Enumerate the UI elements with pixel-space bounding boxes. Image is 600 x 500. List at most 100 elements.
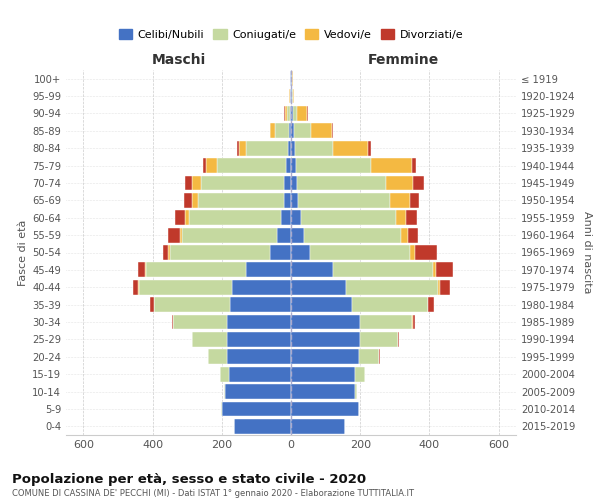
Bar — [163, 245, 168, 260]
Bar — [229, 367, 291, 382]
Bar — [184, 193, 193, 208]
Bar — [396, 210, 406, 225]
Bar — [146, 262, 246, 278]
Bar — [355, 367, 365, 382]
Bar — [291, 210, 301, 225]
Bar — [232, 280, 291, 294]
Bar — [292, 72, 293, 86]
Bar — [189, 210, 281, 225]
Bar — [291, 106, 293, 121]
Bar — [368, 141, 371, 156]
Bar — [170, 245, 270, 260]
Bar — [301, 210, 396, 225]
Bar — [269, 124, 270, 138]
Bar — [415, 245, 437, 260]
Bar — [346, 280, 438, 294]
Bar — [428, 298, 434, 312]
Bar — [408, 228, 418, 242]
Bar — [284, 176, 291, 190]
Bar — [359, 350, 379, 364]
Bar — [298, 193, 389, 208]
Bar — [406, 210, 416, 225]
Bar — [172, 314, 173, 330]
Bar — [284, 193, 291, 208]
Bar — [225, 384, 291, 399]
Bar — [386, 176, 413, 190]
Bar — [332, 262, 433, 278]
Bar — [270, 245, 291, 260]
Bar — [220, 367, 229, 382]
Bar — [197, 193, 284, 208]
Bar — [175, 210, 185, 225]
Bar — [139, 280, 232, 294]
Bar — [227, 332, 291, 347]
Bar — [206, 158, 217, 173]
Bar — [222, 402, 291, 416]
Bar — [227, 350, 291, 364]
Bar — [291, 419, 344, 434]
Bar — [133, 280, 138, 294]
Bar — [230, 298, 291, 312]
Bar — [182, 228, 277, 242]
Bar — [293, 106, 297, 121]
Bar — [286, 158, 291, 173]
Bar — [201, 176, 284, 190]
Text: COMUNE DI CASSINA DE' PECCHI (MI) - Dati ISTAT 1° gennaio 2020 - Elaborazione TU: COMUNE DI CASSINA DE' PECCHI (MI) - Dati… — [12, 489, 414, 498]
Legend: Celibi/Nubili, Coniugati/e, Vedovi/e, Divorziati/e: Celibi/Nubili, Coniugati/e, Vedovi/e, Di… — [115, 24, 467, 44]
Bar — [291, 141, 295, 156]
Bar — [352, 298, 428, 312]
Bar — [185, 176, 193, 190]
Bar — [436, 262, 453, 278]
Bar — [291, 402, 359, 416]
Bar — [371, 158, 412, 173]
Bar — [227, 314, 291, 330]
Y-axis label: Anni di nascita: Anni di nascita — [582, 211, 592, 294]
Bar — [355, 384, 357, 399]
Bar — [297, 106, 307, 121]
Bar — [291, 228, 304, 242]
Bar — [193, 332, 227, 347]
Bar — [438, 280, 440, 294]
Bar — [168, 228, 180, 242]
Bar — [180, 228, 182, 242]
Bar — [412, 158, 416, 173]
Bar — [292, 88, 293, 104]
Bar — [291, 193, 298, 208]
Bar — [294, 124, 311, 138]
Y-axis label: Fasce di età: Fasce di età — [18, 220, 28, 286]
Bar — [238, 141, 239, 156]
Bar — [291, 176, 297, 190]
Bar — [138, 280, 139, 294]
Bar — [193, 193, 197, 208]
Bar — [208, 350, 227, 364]
Bar — [223, 384, 225, 399]
Text: Popolazione per età, sesso e stato civile - 2020: Popolazione per età, sesso e stato civil… — [12, 472, 366, 486]
Bar — [398, 332, 400, 347]
Bar — [290, 88, 291, 104]
Bar — [291, 72, 292, 86]
Text: Maschi: Maschi — [151, 52, 206, 66]
Bar — [401, 228, 408, 242]
Bar — [291, 332, 360, 347]
Bar — [289, 124, 291, 138]
Bar — [239, 141, 246, 156]
Bar — [217, 158, 286, 173]
Bar — [413, 176, 424, 190]
Bar — [154, 298, 230, 312]
Bar — [203, 158, 206, 173]
Bar — [333, 141, 368, 156]
Bar — [285, 106, 287, 121]
Bar — [297, 176, 386, 190]
Bar — [137, 262, 145, 278]
Bar — [290, 72, 291, 86]
Bar — [291, 158, 296, 173]
Bar — [145, 262, 146, 278]
Bar — [360, 314, 412, 330]
Bar — [287, 106, 290, 121]
Bar — [291, 384, 355, 399]
Bar — [332, 124, 333, 138]
Bar — [304, 228, 401, 242]
Bar — [296, 158, 371, 173]
Bar — [246, 262, 291, 278]
Bar — [291, 314, 360, 330]
